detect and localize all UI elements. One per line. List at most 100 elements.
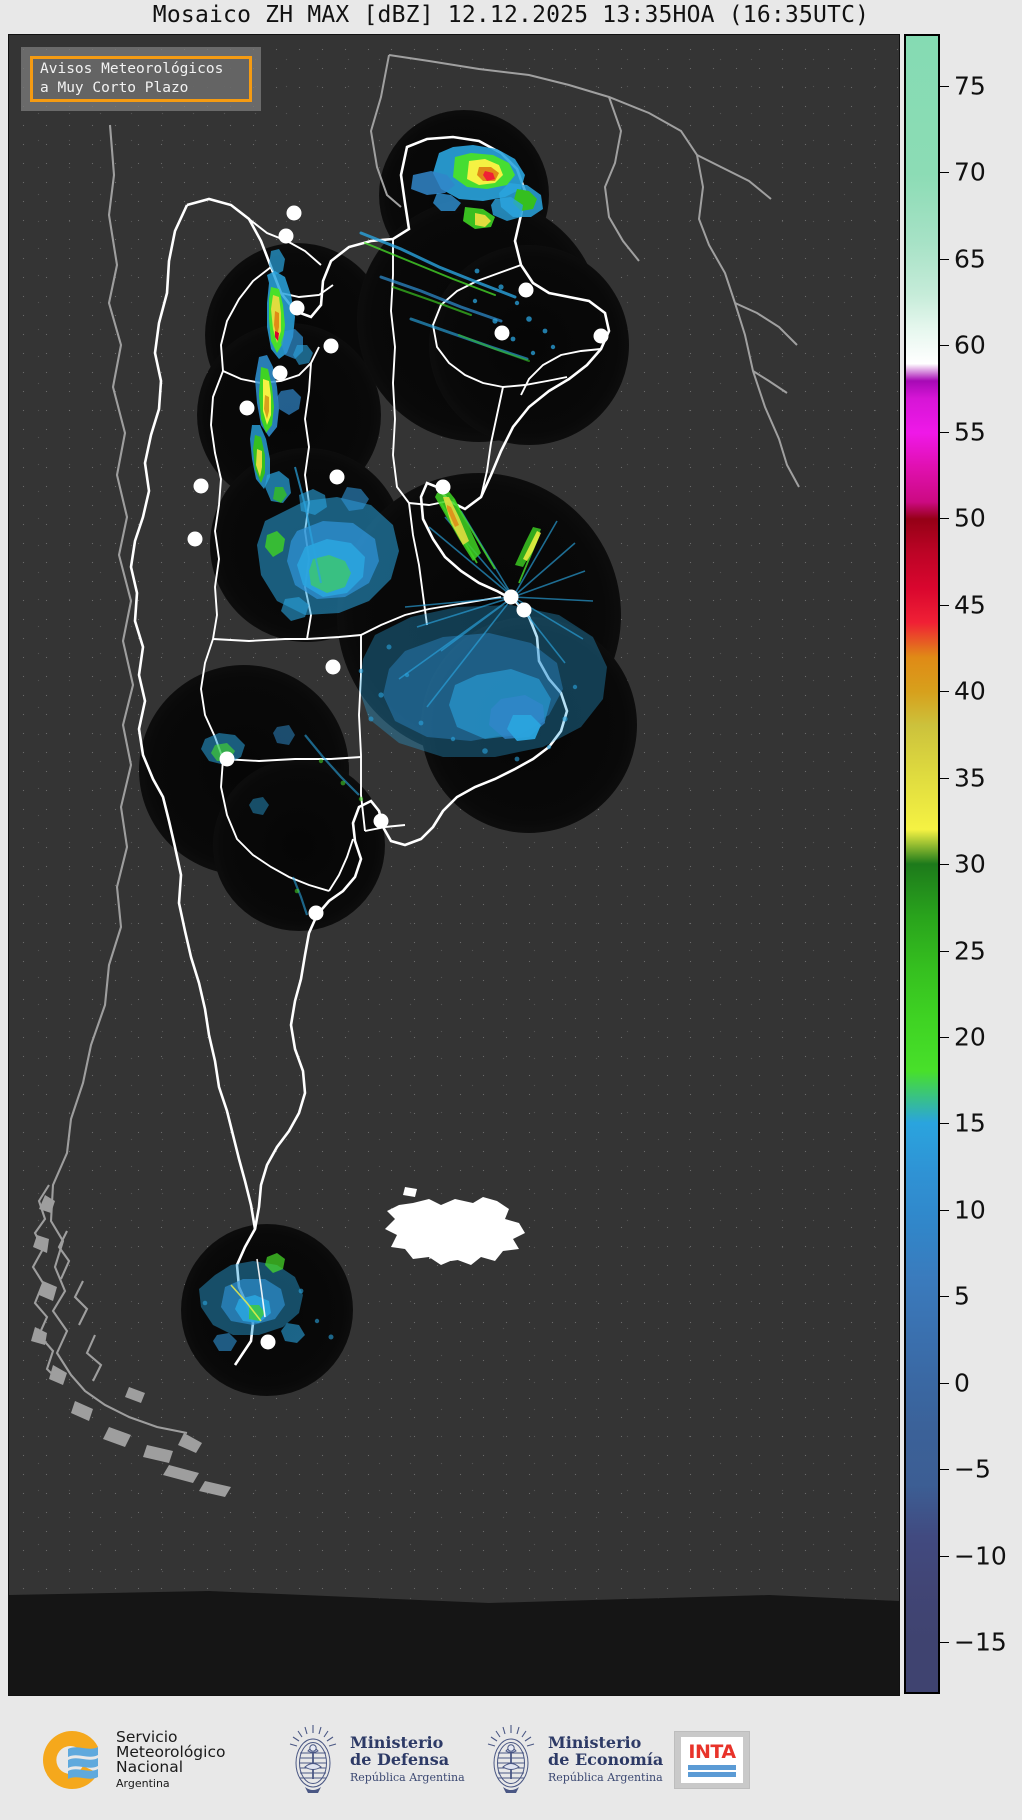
- colorbar-tick-label: −15: [954, 1627, 1007, 1657]
- radar-site-marker[interactable]: [219, 751, 235, 767]
- colorbar-tick: [940, 1382, 949, 1384]
- colorbar-tick: [940, 431, 949, 433]
- colorbar-tick: [940, 1036, 949, 1038]
- argentina-coat-of-arms-icon: [289, 1725, 337, 1793]
- colorbar-tick-label: 70: [954, 157, 986, 187]
- radar-site-marker[interactable]: [518, 282, 534, 298]
- colorbar-tick: [940, 1296, 949, 1298]
- aviso-line-2: a Muy Corto Plazo: [40, 80, 189, 96]
- colorbar-tick: [940, 691, 949, 693]
- radar-coverage-circles: [139, 110, 637, 1396]
- economia-line-2: de Economía: [548, 1750, 664, 1769]
- colorbar-tick-label: 65: [954, 244, 986, 274]
- smn-line-1: Servicio: [116, 1727, 178, 1746]
- aviso-legend-inner: Avisos Meteorológicos a Muy Corto Plazo: [30, 56, 252, 102]
- inta-mark-frame: INTA: [674, 1731, 750, 1789]
- colorbar-tick-label: 35: [954, 763, 986, 792]
- radar-site-marker[interactable]: [289, 300, 305, 316]
- colorbar-tick-label: 5: [954, 1281, 970, 1311]
- radar-site-markers[interactable]: [187, 205, 609, 1350]
- colorbar-tick-label: 10: [954, 1195, 986, 1225]
- colorbar[interactable]: [904, 34, 940, 1694]
- radar-site-marker[interactable]: [239, 400, 255, 416]
- smn-wordmark: Servicio Meteorológico Nacional Argentin…: [116, 1727, 226, 1791]
- defensa-line-1: Ministerio: [350, 1733, 444, 1752]
- inta-label: INTA: [688, 1741, 736, 1763]
- radar-site-marker[interactable]: [272, 365, 288, 381]
- colorbar-tick-label: 40: [954, 676, 986, 706]
- argentina-national-border: [129, 135, 611, 1366]
- radar-site-marker[interactable]: [329, 469, 345, 485]
- colorbar-tick-label: 30: [954, 849, 986, 879]
- inta-bar-1: [688, 1764, 736, 1770]
- smn-line-2: Meteorológico: [116, 1742, 226, 1761]
- colorbar-tick: [940, 777, 949, 779]
- smn-line-3: Nacional: [116, 1757, 184, 1776]
- colorbar-tick-label: 75: [954, 71, 986, 101]
- radar-site-marker[interactable]: [323, 338, 339, 354]
- radar-site-marker[interactable]: [593, 328, 609, 344]
- colorbar-tick: [940, 85, 949, 87]
- colorbar-tick-label: 15: [954, 1108, 986, 1138]
- malvinas-islands: [385, 1187, 525, 1265]
- map-bottom-dark-band: [9, 1591, 899, 1695]
- radar-site-marker[interactable]: [435, 479, 451, 495]
- radar-site-marker[interactable]: [260, 1334, 276, 1350]
- aviso-legend-box[interactable]: Avisos Meteorológicos a Muy Corto Plazo: [21, 47, 261, 111]
- economia-subtitle: República Argentina: [548, 1771, 663, 1784]
- radar-site-marker[interactable]: [187, 531, 203, 547]
- colorbar-tick-label: 25: [954, 936, 986, 965]
- defensa-wordmark: Ministerio de Defensa República Argentin…: [350, 1734, 465, 1786]
- page-title: Mosaico ZH MAX [dBZ] 12.12.2025 13:35HOA…: [152, 2, 870, 28]
- radar-reflectivity-echoes: [199, 145, 607, 1351]
- smn-mark-icon: [43, 1730, 98, 1790]
- radar-site-marker[interactable]: [193, 478, 209, 494]
- colorbar-tick-label: 20: [954, 1022, 986, 1052]
- colorbar-tick: [940, 258, 949, 260]
- colorbar-tick-label: −10: [954, 1541, 1007, 1571]
- smn-subtitle: Argentina: [116, 1776, 170, 1790]
- economia-line-1: Ministerio: [548, 1733, 642, 1752]
- colorbar-tick-label: 60: [954, 330, 986, 360]
- logo-inta: INTA: [674, 1700, 750, 1820]
- colorbar-tick: [940, 1469, 949, 1471]
- defensa-line-2: de Defensa: [350, 1750, 450, 1769]
- colorbar-tick: [940, 1555, 949, 1557]
- logo-ministerio-defensa: Ministerio de Defensa República Argentin…: [285, 1700, 465, 1820]
- radar-site-marker[interactable]: [503, 589, 519, 605]
- defensa-subtitle: República Argentina: [350, 1771, 465, 1784]
- coast-islands-patagonia: [31, 1195, 231, 1497]
- colorbar-tick: [940, 345, 949, 347]
- colorbar-tick: [940, 864, 949, 865]
- inta-mark-inner: INTA: [681, 1737, 743, 1783]
- colorbar-tick: [940, 950, 949, 952]
- inta-bar-2: [688, 1772, 736, 1777]
- footer-logos: Servicio Meteorológico Nacional Argentin…: [0, 1700, 1022, 1820]
- argentina-coat-of-arms-icon: [487, 1725, 535, 1793]
- aviso-line-1: Avisos Meteorológicos: [40, 61, 224, 77]
- colorbar-tick-axis: 75 70 65 60 55 50 45 40 35 30 25 20 15 10 5 0 −5 −10 −15: [940, 34, 1022, 1694]
- colorbar-tick-label: −5: [954, 1454, 991, 1484]
- map-canvas: [9, 54, 899, 1695]
- colorbar-gradient: [906, 36, 938, 1692]
- colorbar-tick: [940, 1123, 949, 1125]
- radar-site-marker[interactable]: [308, 905, 324, 921]
- colorbar-tick-label: 0: [954, 1368, 970, 1398]
- radar-site-marker[interactable]: [325, 659, 341, 675]
- colorbar-tick-label: 55: [954, 417, 986, 447]
- radar-site-marker[interactable]: [373, 813, 389, 829]
- logo-smn: Servicio Meteorológico Nacional Argentin…: [36, 1700, 225, 1820]
- colorbar-tick: [940, 1642, 949, 1644]
- neighbour-country-borders: [369, 54, 800, 488]
- colorbar-tick: [940, 1209, 949, 1211]
- radar-site-marker[interactable]: [516, 602, 532, 618]
- echo-speckles-ne: [472, 268, 556, 356]
- radar-site-marker[interactable]: [494, 325, 510, 341]
- colorbar-tick: [940, 604, 949, 606]
- logo-ministerio-economia: Ministerio de Economía República Argenti…: [483, 1700, 663, 1820]
- colorbar-tick-label: 45: [954, 590, 986, 620]
- economia-wordmark: Ministerio de Economía República Argenti…: [548, 1734, 663, 1786]
- radar-site-marker[interactable]: [286, 205, 302, 221]
- radar-site-marker[interactable]: [278, 228, 294, 244]
- radar-map-panel[interactable]: Avisos Meteorológicos a Muy Corto Plazo: [8, 34, 900, 1696]
